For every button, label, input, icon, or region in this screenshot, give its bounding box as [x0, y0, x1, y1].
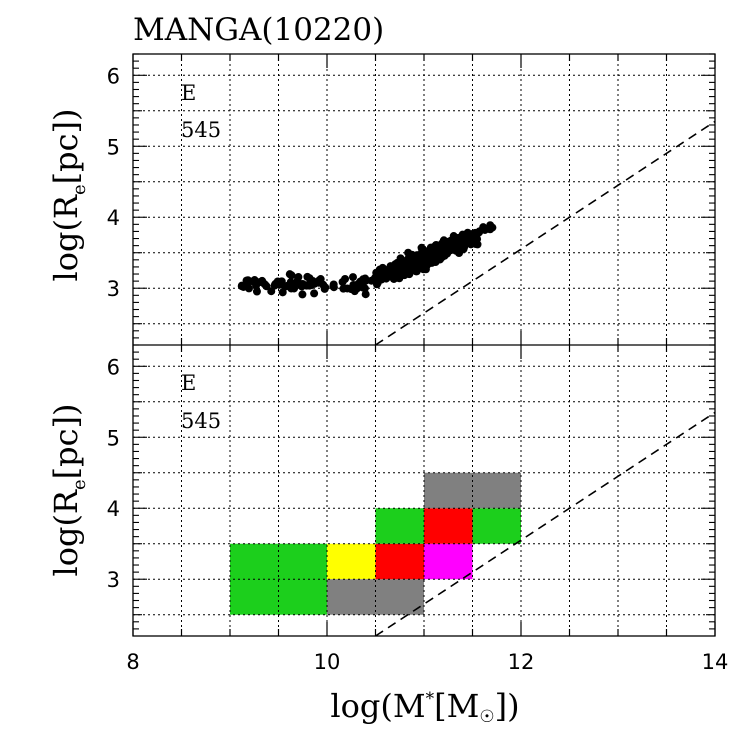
- scatter-point: [338, 278, 347, 287]
- scatter-point: [250, 276, 259, 285]
- scatter-point: [320, 284, 329, 293]
- y-tick-label: 5: [107, 135, 120, 159]
- scatter-point: [271, 279, 280, 288]
- heatmap-cell: [424, 508, 473, 544]
- x-tick-label: 8: [126, 650, 139, 674]
- scatter-point: [458, 242, 467, 251]
- y-tick-labels: 3 4 5 6 3 4 5 6: [107, 64, 120, 592]
- scatter-point: [474, 228, 483, 237]
- scatter-point: [418, 247, 427, 256]
- heatmap-cell: [375, 543, 424, 580]
- x-tick-label: 14: [702, 650, 729, 674]
- scatter-point: [371, 276, 380, 285]
- top-scatter-points: [237, 221, 497, 299]
- scatter-point: [388, 264, 397, 273]
- heatmap-cell: [424, 543, 473, 580]
- scatter-point: [413, 254, 422, 263]
- y-axis-label-top: log(Re[pc]): [47, 108, 90, 281]
- y-tick-label: 6: [107, 64, 120, 88]
- heatmap-cell: [327, 543, 376, 580]
- scatter-point: [411, 261, 420, 270]
- y-tick-label: 3: [107, 277, 120, 301]
- scatter-point: [294, 273, 303, 282]
- y-tick-label: 4: [107, 206, 120, 230]
- scatter-point: [303, 272, 312, 281]
- scatter-point: [359, 279, 368, 288]
- scatter-point: [348, 273, 357, 282]
- x-tick-label: 10: [314, 650, 341, 674]
- scatter-point: [402, 257, 411, 266]
- scatter-point: [378, 263, 387, 272]
- scatter-point: [310, 289, 319, 298]
- scatter-point: [252, 287, 261, 296]
- heatmap-cell: [375, 508, 424, 544]
- x-tick-label: 12: [508, 650, 535, 674]
- scatter-point: [261, 280, 270, 289]
- scatter-point: [298, 290, 307, 299]
- bottom-panel: E 545: [132, 344, 716, 637]
- scatter-point: [278, 288, 287, 297]
- scatter-point: [454, 233, 463, 242]
- chart-title: MANGA(10220): [133, 12, 384, 48]
- bottom-reference-line: [375, 411, 716, 637]
- scatter-point: [329, 280, 338, 289]
- top-panel: E 545: [132, 53, 716, 346]
- scatter-point: [287, 271, 296, 280]
- scatter-point: [302, 281, 311, 290]
- scatter-point: [466, 234, 475, 243]
- bottom-grid: [133, 345, 715, 636]
- bottom-heatmap-cells: [230, 472, 521, 615]
- top-grid: [133, 54, 715, 345]
- y-axis-label-bottom: log(Re[pc]): [47, 403, 90, 576]
- y-tick-label: 5: [107, 426, 120, 450]
- scatter-point: [430, 247, 439, 256]
- scatter-point: [389, 274, 398, 283]
- bottom-count-annotation: 545: [181, 409, 221, 433]
- scatter-point: [486, 225, 495, 234]
- scatter-point: [343, 284, 352, 293]
- scatter-point: [287, 279, 296, 288]
- top-axis-ticks: [132, 53, 716, 345]
- scatter-point: [315, 276, 324, 285]
- top-count-annotation: 545: [181, 118, 221, 142]
- top-reference-line: [375, 120, 716, 346]
- y-tick-label: 3: [107, 568, 120, 592]
- scatter-point: [435, 252, 444, 261]
- scatter-point: [244, 284, 253, 293]
- scatter-point: [237, 282, 246, 291]
- top-type-annotation: E: [181, 81, 196, 105]
- y-tick-label: 6: [107, 355, 120, 379]
- heatmap-cell: [472, 508, 521, 544]
- scatter-point: [243, 276, 252, 285]
- x-tick-labels: 8 10 12 14: [126, 650, 728, 674]
- y-tick-label: 4: [107, 497, 120, 521]
- bottom-type-annotation: E: [181, 371, 196, 395]
- scatter-point: [446, 245, 455, 254]
- x-axis-label: log(M*[M☉]): [330, 687, 519, 727]
